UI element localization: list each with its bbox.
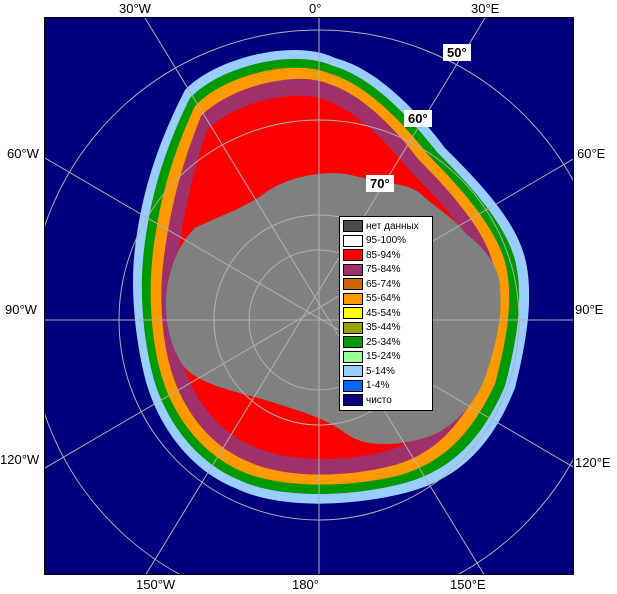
legend-label: 1-4% bbox=[366, 380, 390, 392]
lon-label-60w: 60°W bbox=[7, 146, 39, 161]
lon-label-60e: 60°E bbox=[577, 146, 606, 161]
legend-swatch bbox=[343, 234, 363, 247]
legend-item: 95-100% bbox=[343, 234, 430, 249]
legend-label: 55-64% bbox=[366, 293, 401, 305]
legend-label: 25-34% bbox=[366, 336, 401, 348]
legend-label: 65-74% bbox=[366, 278, 401, 290]
lat-label-70: 70° bbox=[366, 175, 394, 192]
legend-label: нет данных bbox=[366, 220, 419, 232]
lon-label-120e: 120°E bbox=[575, 455, 611, 470]
legend-item: 45-54% bbox=[343, 306, 430, 321]
lat-label-60: 60° bbox=[404, 110, 432, 127]
map-frame bbox=[44, 17, 574, 575]
legend-item: 5-14% bbox=[343, 364, 430, 379]
lat-label-50: 50° bbox=[443, 44, 471, 61]
legend-swatch bbox=[343, 394, 363, 407]
legend-label: 5-14% bbox=[366, 365, 395, 377]
legend-item: 15-24% bbox=[343, 350, 430, 365]
legend-item: 75-84% bbox=[343, 263, 430, 278]
legend-swatch bbox=[343, 263, 363, 276]
legend-item: 1-4% bbox=[343, 379, 430, 394]
legend-label: 95-100% bbox=[366, 235, 407, 247]
legend-swatch bbox=[343, 321, 363, 334]
legend-item: 55-64% bbox=[343, 292, 430, 307]
legend-item: 25-34% bbox=[343, 335, 430, 350]
lon-label-30e: 30°E bbox=[471, 1, 500, 16]
legend-label: 75-84% bbox=[366, 264, 401, 276]
legend-swatch bbox=[343, 379, 363, 392]
lon-label-120w: 120°W bbox=[0, 452, 40, 467]
legend-swatch bbox=[343, 350, 363, 363]
meridian-60e bbox=[45, 158, 573, 469]
legend-item: 35-44% bbox=[343, 321, 430, 336]
legend-label: 45-54% bbox=[366, 307, 401, 319]
legend-label: чисто bbox=[366, 394, 392, 406]
lon-label-150w: 150°W bbox=[136, 577, 176, 592]
legend-label: 35-44% bbox=[366, 322, 401, 334]
lon-label-30w: 30°W bbox=[119, 1, 151, 16]
lon-label-90w: 90°W bbox=[5, 302, 37, 317]
lon-label-180: 180° bbox=[292, 577, 319, 592]
legend-swatch bbox=[343, 278, 363, 291]
legend-label: 85-94% bbox=[366, 249, 401, 261]
legend-swatch bbox=[343, 249, 363, 262]
lon-label-0: 0° bbox=[309, 1, 322, 16]
legend-item: чисто bbox=[343, 393, 430, 408]
legend-item: нет данных bbox=[343, 219, 430, 234]
legend-swatch bbox=[343, 292, 363, 305]
legend-swatch bbox=[343, 220, 363, 233]
legend-swatch bbox=[343, 307, 363, 320]
legend-label: 15-24% bbox=[366, 351, 401, 363]
legend-swatch bbox=[343, 365, 363, 378]
sea-ice-map bbox=[45, 18, 573, 574]
lon-label-150e: 150°E bbox=[450, 577, 486, 592]
lon-label-90e: 90°E bbox=[575, 302, 604, 317]
legend-item: 85-94% bbox=[343, 248, 430, 263]
legend: нет данных 95-100% 85-94% 75-84% 65-74% 55-64… bbox=[339, 216, 433, 411]
legend-item: 65-74% bbox=[343, 277, 430, 292]
legend-swatch bbox=[343, 336, 363, 349]
